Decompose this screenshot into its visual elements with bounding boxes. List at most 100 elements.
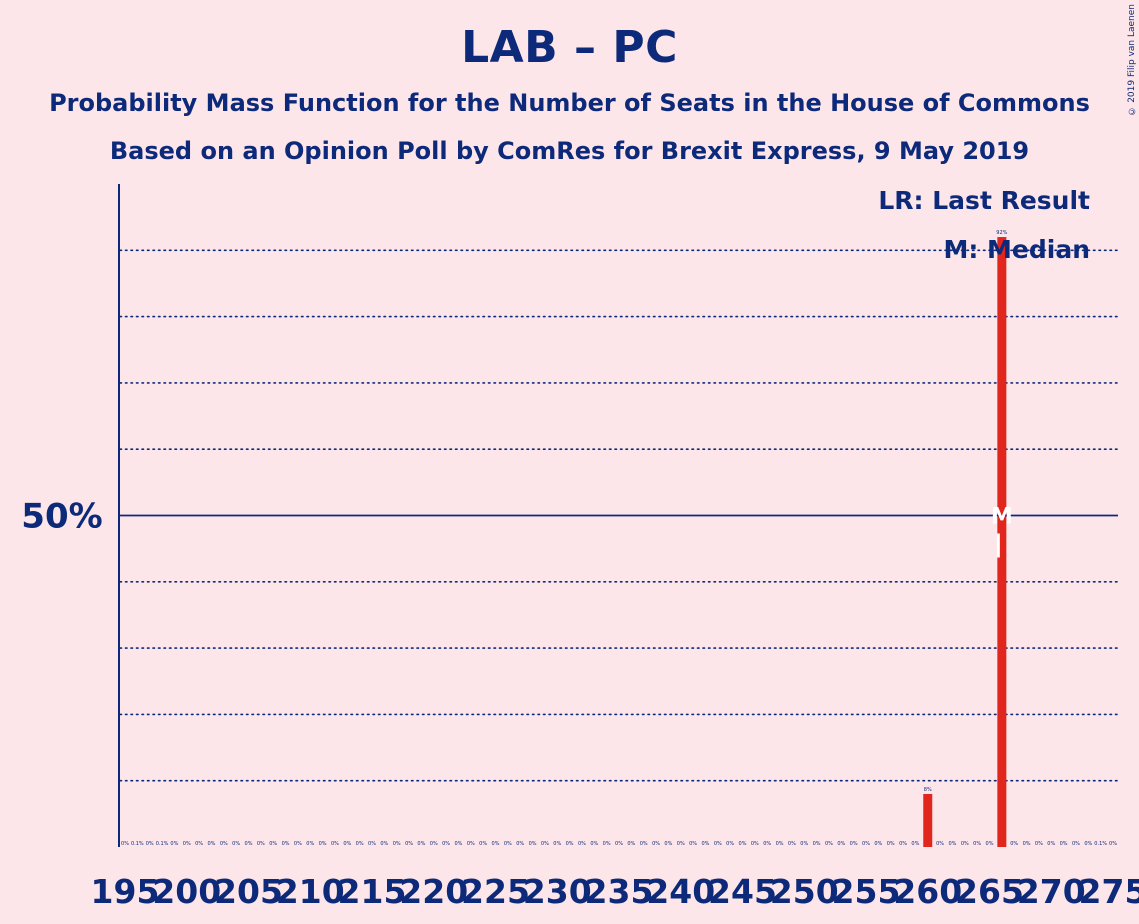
bar-label-seat-195: 0% xyxy=(121,841,129,847)
bar-label-seat-252: 0% xyxy=(825,841,833,847)
bar-label-seat-273: 0% xyxy=(1084,841,1092,847)
bar-label-seat-222: 0% xyxy=(454,841,462,847)
bar-label-seat-217: 0% xyxy=(393,841,401,847)
bar-label-seat-218: 0% xyxy=(405,841,413,847)
bar-label-seat-269: 0% xyxy=(1035,841,1043,847)
bar-label-seat-210: 0% xyxy=(306,841,314,847)
bar-label-seat-238: 0% xyxy=(652,841,660,847)
bar-label-seat-275: 0% xyxy=(1109,841,1117,847)
bar-label-seat-256: 0% xyxy=(874,841,882,847)
chart-subtitle: Probability Mass Function for the Number… xyxy=(49,89,1090,117)
bar-label-seat-199: 0% xyxy=(170,841,178,847)
bar-label-seat-226: 0% xyxy=(504,841,512,847)
bar-label-seat-205: 0% xyxy=(245,841,253,847)
bar-label-seat-204: 0% xyxy=(232,841,240,847)
median-marker: M xyxy=(991,505,1013,530)
bar-label-seat-264: 0% xyxy=(973,841,981,847)
bar-label-seat-246: 0% xyxy=(751,841,759,847)
x-tick-label-220: 220 xyxy=(399,872,468,911)
bar-label-seat-235: 0% xyxy=(615,841,623,847)
bar-label-seat-206: 0% xyxy=(257,841,265,847)
bar-label-seat-203: 0% xyxy=(220,841,228,847)
bar-label-seat-239: 0% xyxy=(664,841,672,847)
bar-label-seat-267: 0% xyxy=(1010,841,1018,847)
chart-source: Based on an Opinion Poll by ComRes for B… xyxy=(109,137,1030,165)
bar-label-seat-249: 0% xyxy=(788,841,796,847)
legend-entry-1: M: Median xyxy=(943,235,1090,264)
bar-label-seat-263: 0% xyxy=(961,841,969,847)
x-tick-label-230: 230 xyxy=(523,872,592,911)
x-tick-label-250: 250 xyxy=(770,872,839,911)
bar-label-seat-247: 0% xyxy=(763,841,771,847)
bar-seat-260 xyxy=(923,793,933,847)
chart-title: LAB – PC xyxy=(461,22,678,73)
bar-label-seat-232: 0% xyxy=(578,841,586,847)
bar-label-seat-265: 0% xyxy=(986,841,994,847)
x-tick-label-215: 215 xyxy=(338,872,407,911)
bar-label-seat-230: 0% xyxy=(553,841,561,847)
bar-label-seat-237: 0% xyxy=(640,841,648,847)
bar-label-seat-198: 0.1% xyxy=(156,841,169,847)
bar-label-seat-236: 0% xyxy=(627,841,635,847)
bar-label-seat-219: 0% xyxy=(417,841,425,847)
x-tick-label-195: 195 xyxy=(91,872,160,911)
x-tick-label-255: 255 xyxy=(832,872,901,911)
bar-label-seat-213: 0% xyxy=(343,841,351,847)
bar-label-seat-262: 0% xyxy=(948,841,956,847)
bar-label-seat-245: 0% xyxy=(739,841,747,847)
bar-label-seat-229: 0% xyxy=(541,841,549,847)
bar-label-seat-214: 0% xyxy=(356,841,364,847)
bar-label-seat-274: 0.1% xyxy=(1094,841,1107,847)
x-tick-label-240: 240 xyxy=(646,872,715,911)
bar-label-seat-250: 0% xyxy=(800,841,808,847)
bar-label-seat-209: 0% xyxy=(294,841,302,847)
x-tick-label-210: 210 xyxy=(276,872,345,911)
x-tick-label-225: 225 xyxy=(461,872,530,911)
bar-label-seat-271: 0% xyxy=(1060,841,1068,847)
bar-label-seat-251: 0% xyxy=(813,841,821,847)
x-tick-label-260: 260 xyxy=(893,872,962,911)
bar-label-seat-223: 0% xyxy=(467,841,475,847)
bar-label-seat-212: 0% xyxy=(331,841,339,847)
bar-label-seat-248: 0% xyxy=(776,841,784,847)
bar-label-seat-224: 0% xyxy=(479,841,487,847)
bar-label-seat-215: 0% xyxy=(368,841,376,847)
bar-label-seat-261: 0% xyxy=(936,841,944,847)
bar-seat-266 xyxy=(997,237,1007,848)
bar-label-seat-253: 0% xyxy=(837,841,845,847)
bar-label-seat-255: 0% xyxy=(862,841,870,847)
legend-entry-0: LR: Last Result xyxy=(878,186,1090,215)
bar-label-seat-221: 0% xyxy=(442,841,450,847)
bar-label-seat-227: 0% xyxy=(516,841,524,847)
bar-label-seat-254: 0% xyxy=(850,841,858,847)
x-tick-label-275: 275 xyxy=(1079,872,1139,911)
x-tick-label-245: 245 xyxy=(708,872,777,911)
bar-label-seat-200: 0% xyxy=(183,841,191,847)
x-tick-label-265: 265 xyxy=(955,872,1024,911)
bar-label-seat-208: 0% xyxy=(282,841,290,847)
bar-label-seat-240: 0% xyxy=(677,841,685,847)
bar-label-seat-260: 8% xyxy=(924,787,932,793)
bar-label-seat-272: 0% xyxy=(1072,841,1080,847)
bar-label-seat-257: 0% xyxy=(887,841,895,847)
bar-label-seat-225: 0% xyxy=(492,841,500,847)
x-tick-label-270: 270 xyxy=(1017,872,1086,911)
bar-label-seat-220: 0% xyxy=(430,841,438,847)
bar-label-seat-231: 0% xyxy=(566,841,574,847)
bar-label-seat-266: 92% xyxy=(996,230,1007,236)
bar-label-seat-234: 0% xyxy=(603,841,611,847)
bar-label-seat-241: 0% xyxy=(689,841,697,847)
bar-label-seat-216: 0% xyxy=(380,841,388,847)
x-tick-label-235: 235 xyxy=(585,872,654,911)
bar-label-seat-268: 0% xyxy=(1023,841,1031,847)
bar-label-seat-197: 0% xyxy=(146,841,154,847)
bar-label-seat-259: 0% xyxy=(911,841,919,847)
last-result-marker xyxy=(996,533,1000,558)
bar-label-seat-244: 0% xyxy=(726,841,734,847)
bar-label-seat-228: 0% xyxy=(529,841,537,847)
bar-label-seat-243: 0% xyxy=(714,841,722,847)
x-tick-label-205: 205 xyxy=(214,872,283,911)
bar-label-seat-242: 0% xyxy=(701,841,709,847)
bar-label-seat-207: 0% xyxy=(269,841,277,847)
